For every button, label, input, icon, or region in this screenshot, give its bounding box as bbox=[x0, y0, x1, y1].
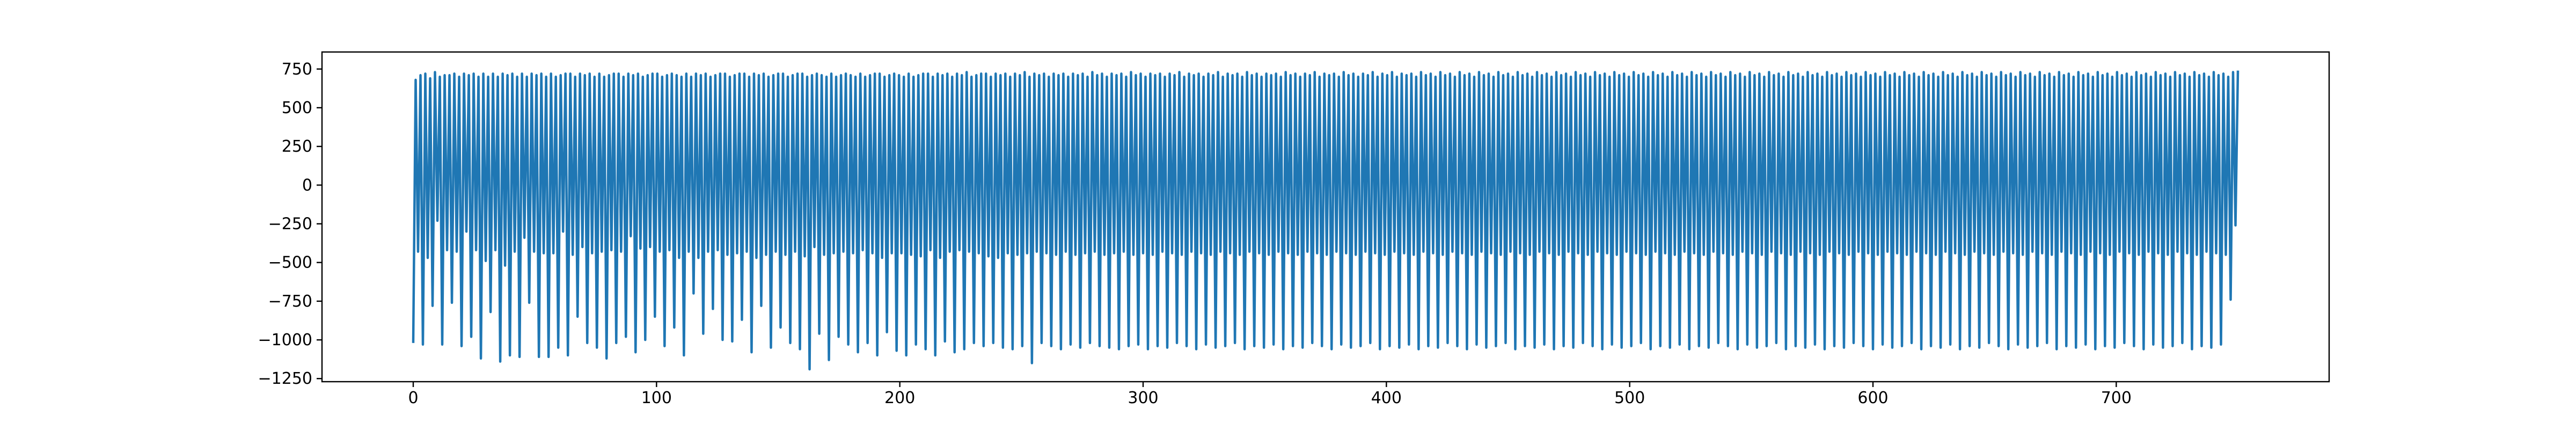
y-tick-label: 500 bbox=[282, 99, 312, 117]
x-tick-label: 700 bbox=[2101, 389, 2132, 407]
y-tick-label: 250 bbox=[282, 137, 312, 156]
x-tick-label: 200 bbox=[884, 389, 915, 407]
y-tick-label: −750 bbox=[268, 292, 312, 311]
x-tick-label: 0 bbox=[408, 389, 418, 407]
plot-area: 0 100 200 300 400 500 600 700 750 500 250 0 −250 −500… bbox=[258, 51, 2330, 407]
axes-frame bbox=[321, 51, 2330, 383]
x-tick-label: 600 bbox=[1857, 389, 1888, 407]
x-tick-label: 500 bbox=[1614, 389, 1645, 407]
y-tick-label: 0 bbox=[302, 176, 312, 195]
x-tick-label: 300 bbox=[1128, 389, 1158, 407]
y-tick-label: 750 bbox=[282, 60, 312, 79]
x-tick-label: 100 bbox=[641, 389, 672, 407]
y-tick-label: −250 bbox=[268, 214, 312, 233]
x-tick-label: 400 bbox=[1371, 389, 1402, 407]
series-line bbox=[412, 70, 2240, 371]
y-tick-label: −1000 bbox=[258, 331, 312, 350]
y-tick-label: −500 bbox=[268, 254, 312, 272]
y-tick-label: −1250 bbox=[258, 369, 312, 388]
